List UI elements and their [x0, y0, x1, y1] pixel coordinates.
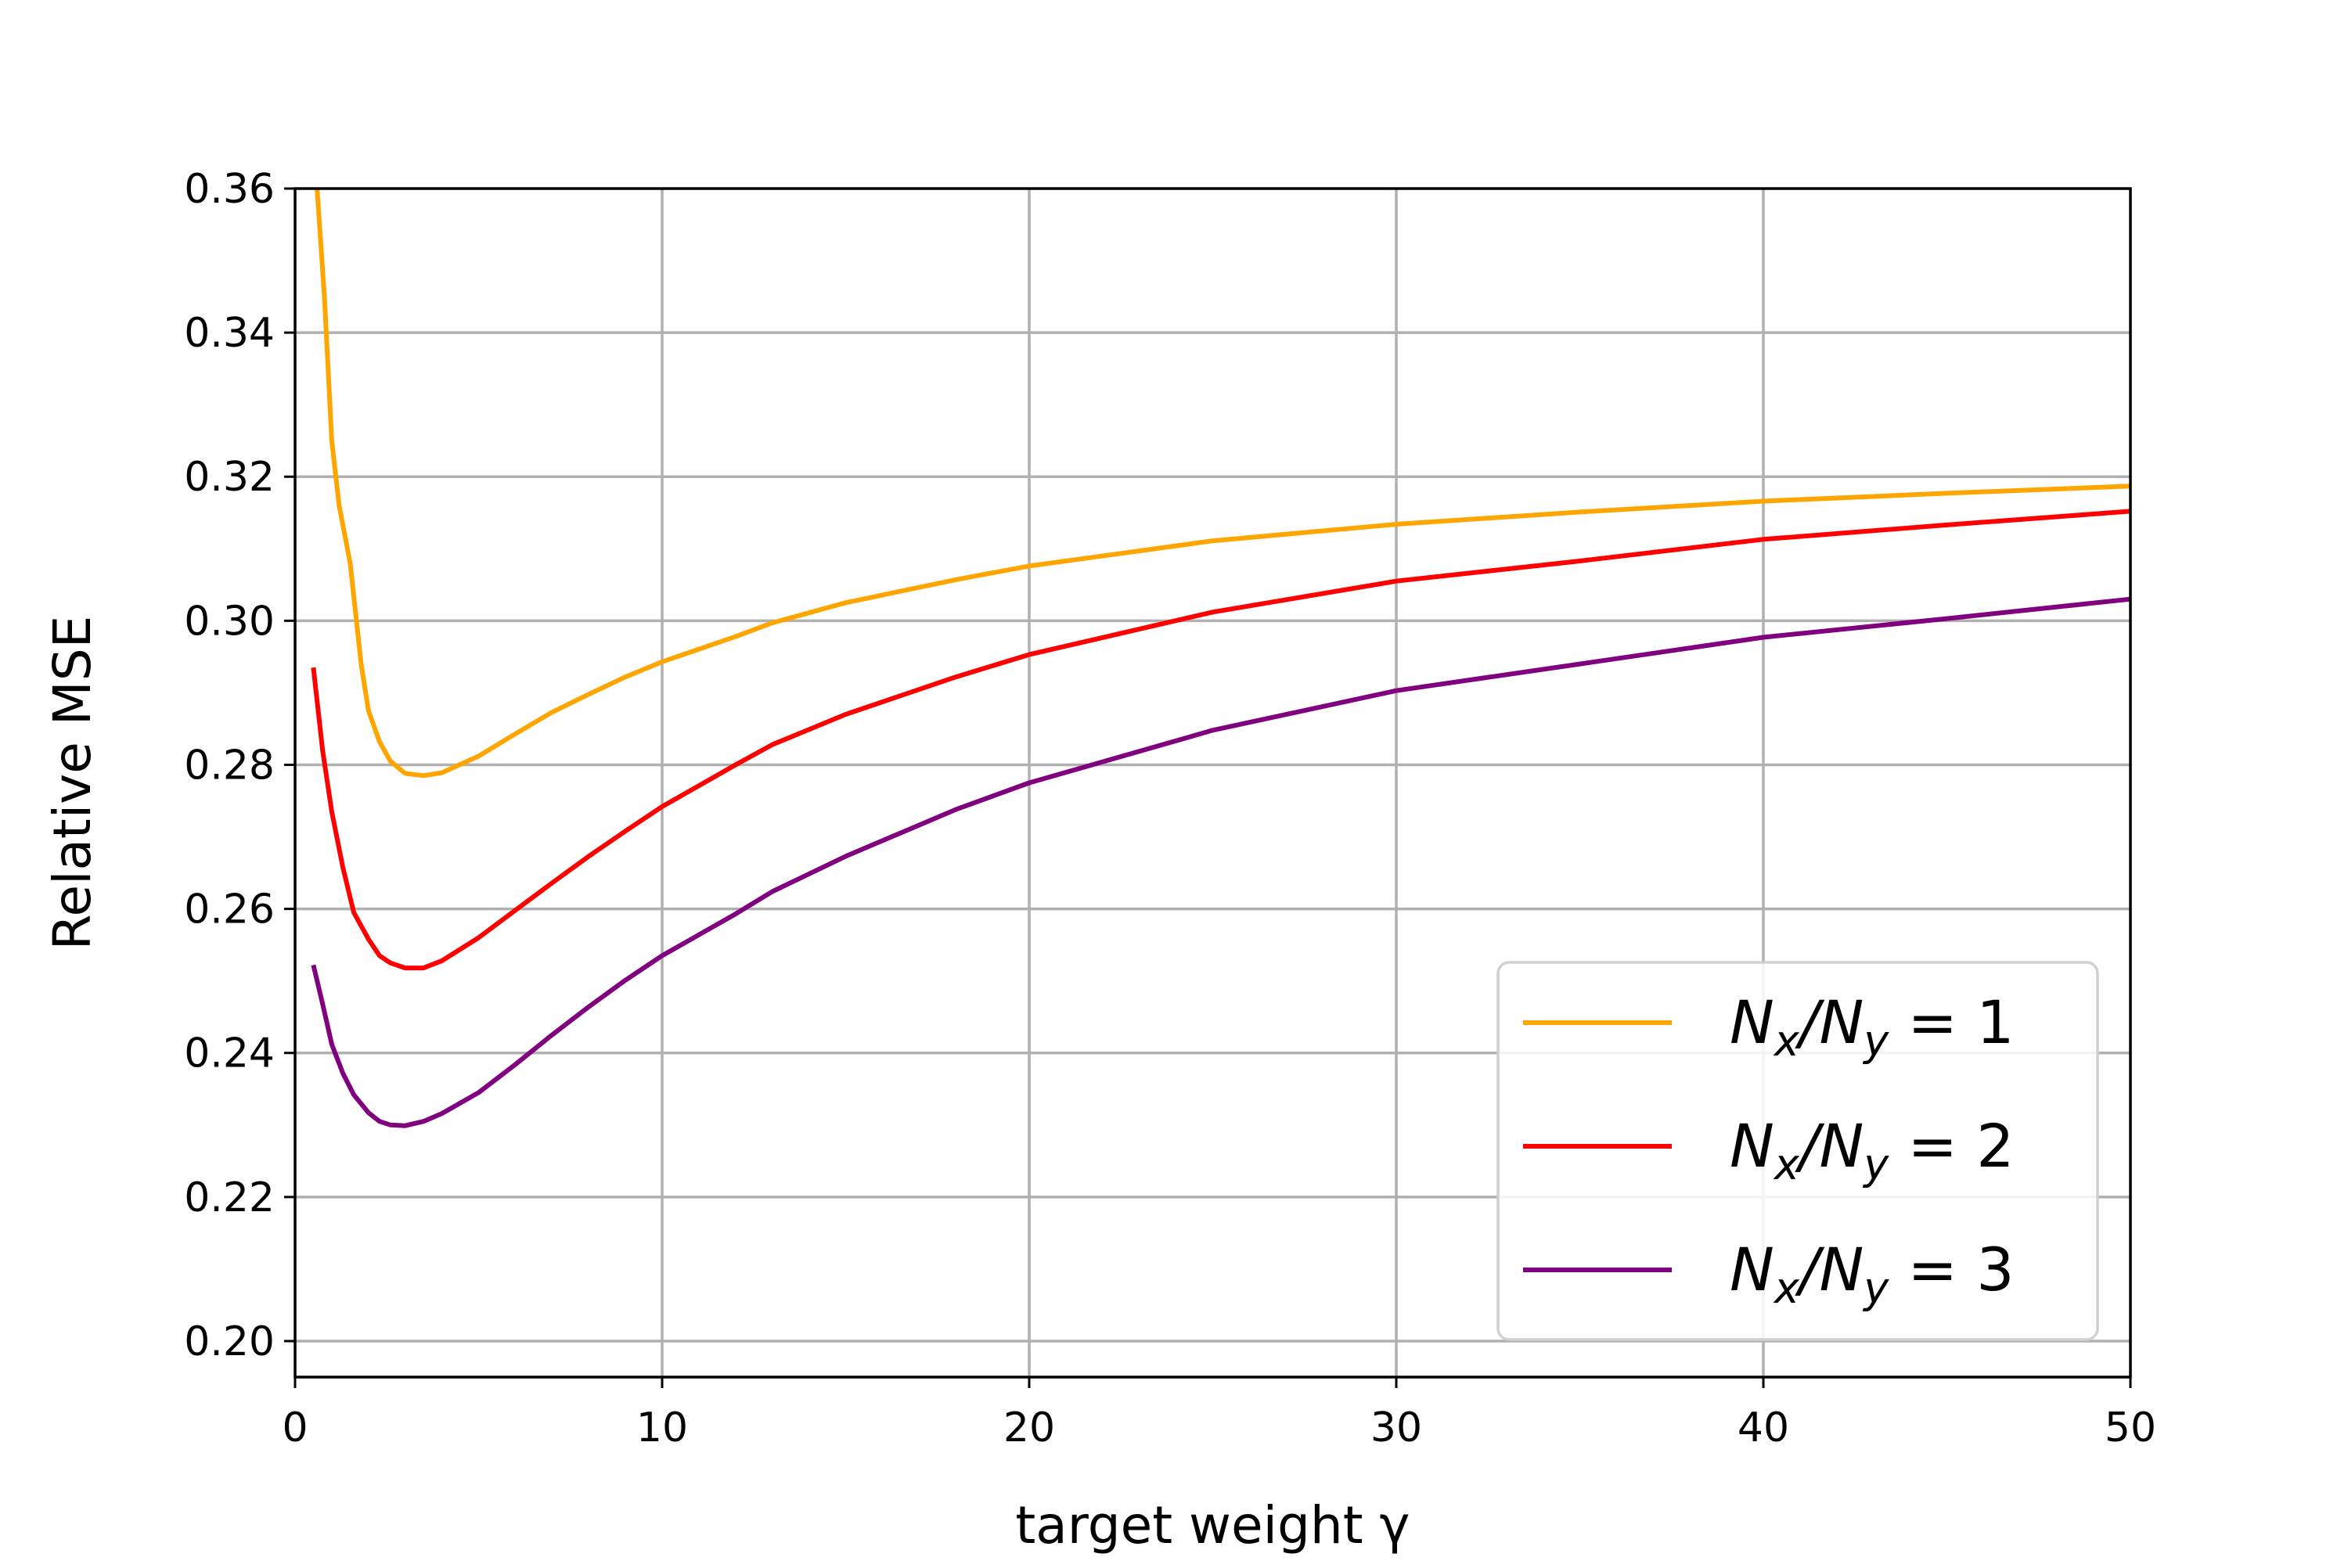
x-tick-label: 10	[636, 1404, 688, 1451]
series-line-1	[315, 188, 2131, 779]
y-tick-label: 0.32	[184, 454, 275, 501]
legend-label-3: Nx/Ny = 3	[1730, 1235, 2015, 1313]
series-lines	[311, 188, 2131, 1128]
series-line-2	[311, 509, 2131, 971]
x-axis-label: target weight γ	[1015, 1495, 1410, 1555]
legend-label-1: Nx/Ny = 1	[1730, 987, 2015, 1066]
x-tick-label: 30	[1370, 1404, 1422, 1451]
axis-ticks: 0 10 20 30 40 50 0.20 0.22 0.24 0.26 0.28 0.30 0.32 0…	[184, 166, 2156, 1451]
y-axis-label: Relative MSE	[42, 616, 103, 951]
legend-label-2: Nx/Ny = 2	[1730, 1111, 2015, 1189]
x-tick-label: 40	[1738, 1404, 1789, 1451]
series-line-3	[311, 596, 2131, 1128]
y-tick-label: 0.30	[184, 598, 275, 645]
y-tick-label: 0.34	[184, 310, 275, 357]
y-tick-label: 0.20	[184, 1318, 275, 1365]
y-tick-label: 0.36	[184, 166, 275, 213]
x-tick-label: 20	[1003, 1404, 1055, 1451]
y-tick-label: 0.26	[184, 886, 275, 933]
legend: Nx/Ny = 1 Nx/Ny = 2 Nx/Ny = 3	[1496, 961, 2099, 1341]
y-tick-label: 0.28	[184, 742, 275, 789]
legend-box	[1496, 961, 2099, 1341]
x-tick-label: 50	[2105, 1404, 2156, 1451]
y-tick-label: 0.22	[184, 1174, 275, 1221]
x-tick-label: 0	[282, 1404, 308, 1451]
plot-frame	[294, 187, 2132, 1379]
y-tick-label: 0.24	[184, 1030, 275, 1077]
